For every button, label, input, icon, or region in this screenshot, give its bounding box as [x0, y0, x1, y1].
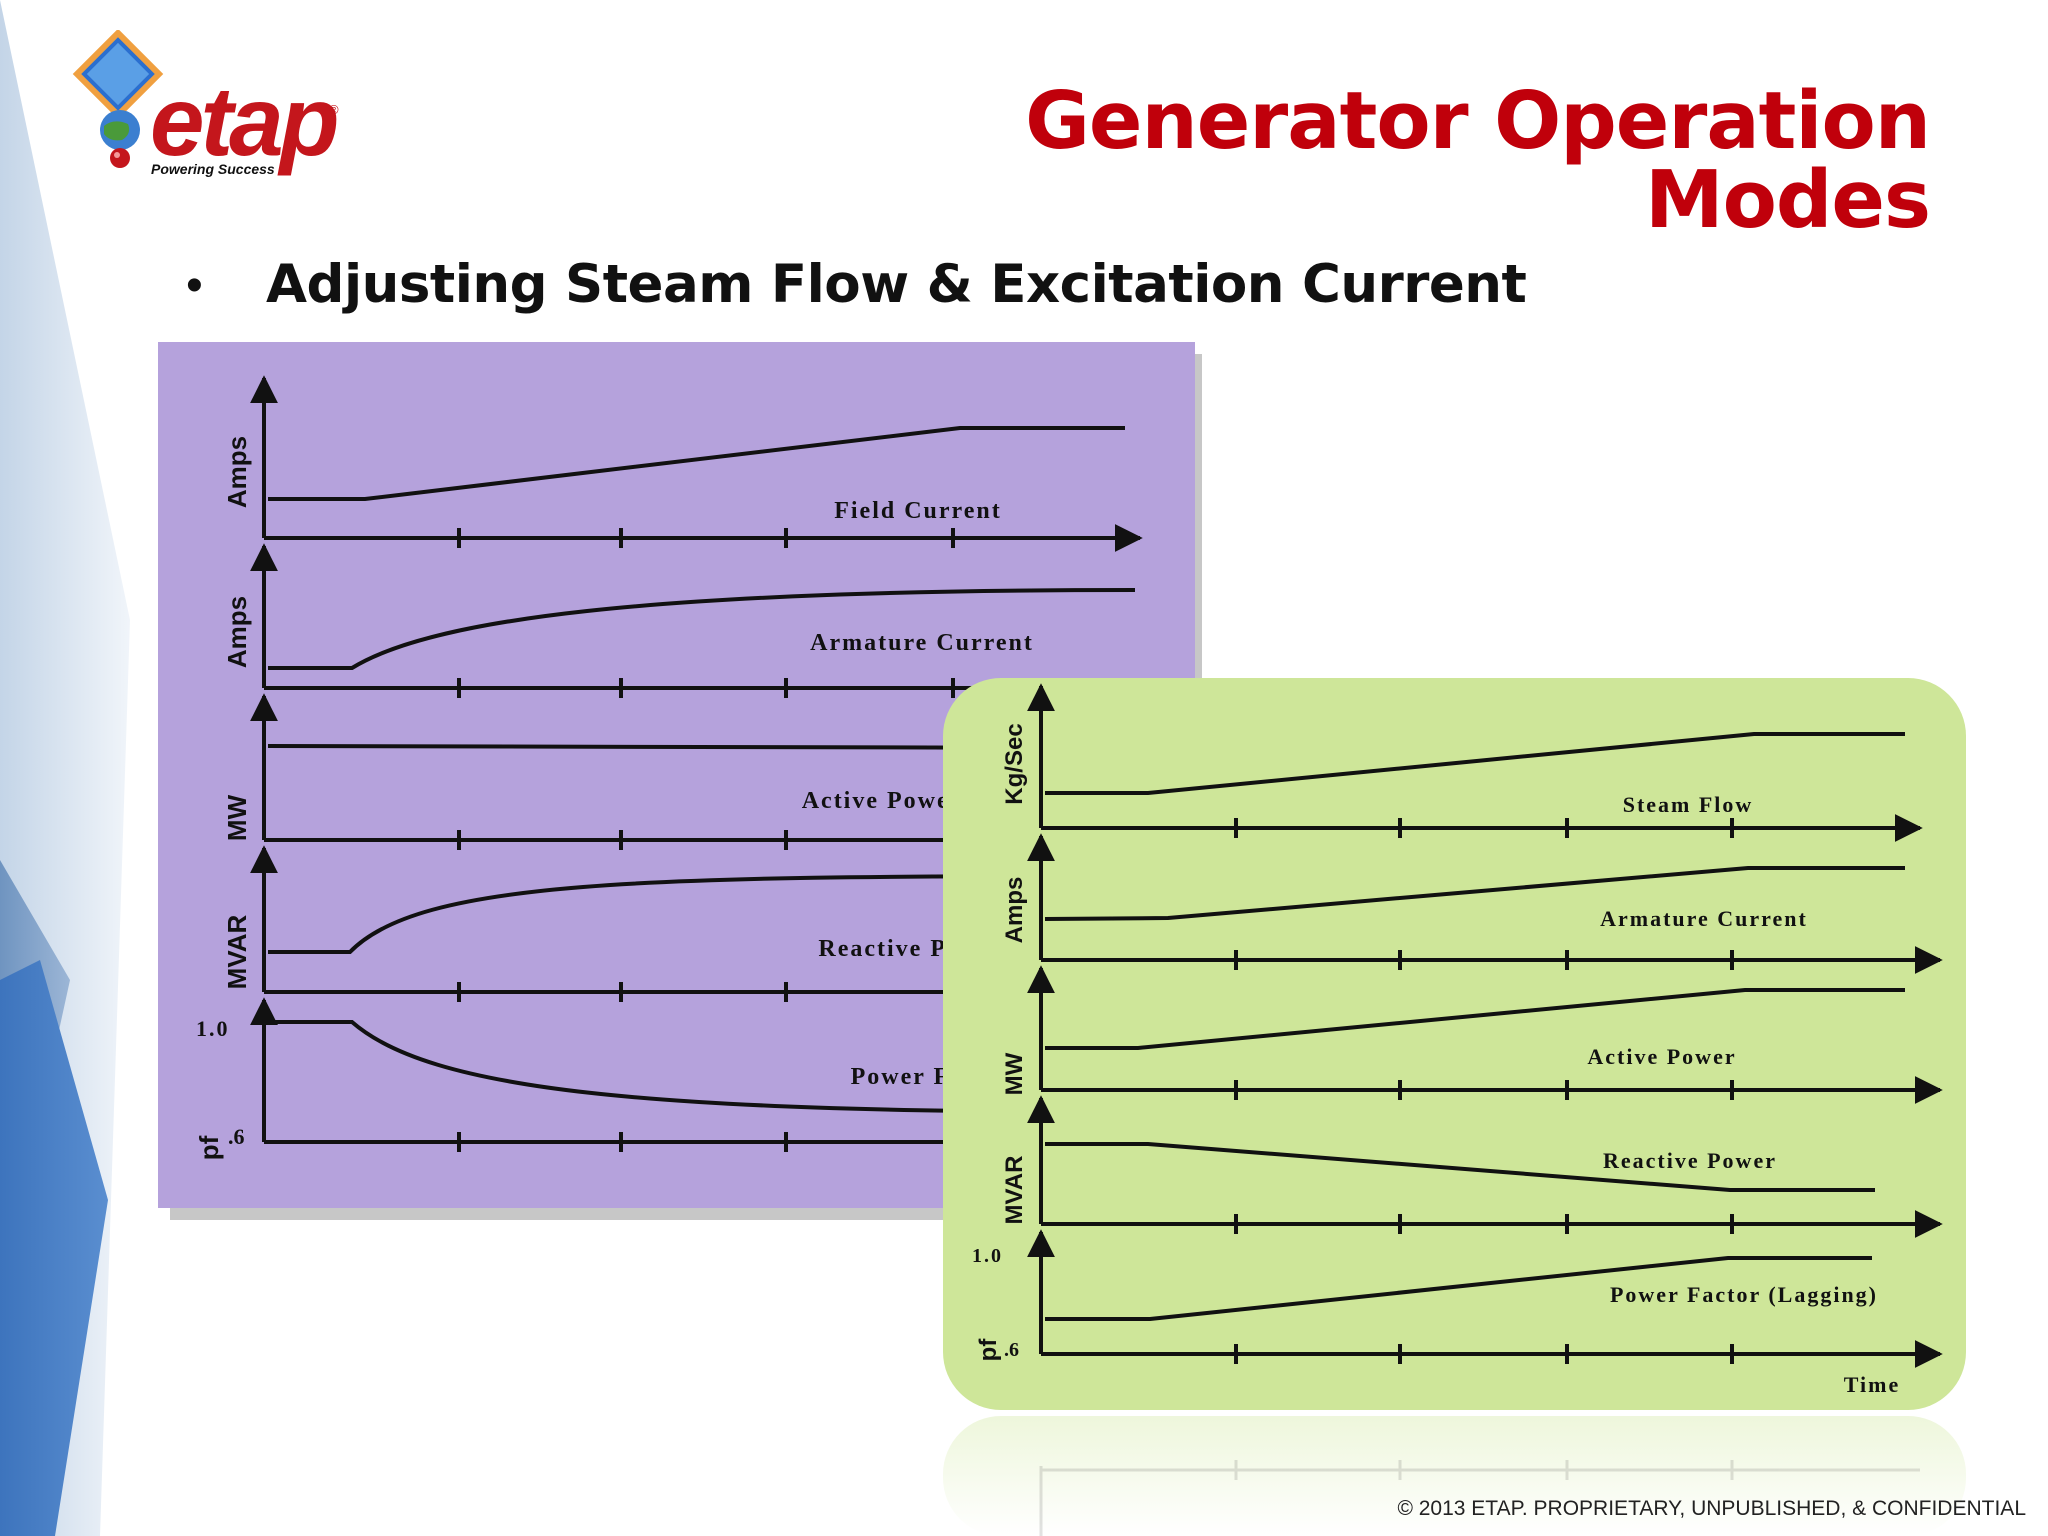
- green-track-steam-flow: Kg/Sec Steam Flow: [1001, 683, 1923, 842]
- purple-curve-power-factor: [268, 1020, 1136, 1114]
- purple-ylabel-1: Amps: [222, 436, 252, 508]
- green-ylabel-1: Kg/Sec: [1001, 723, 1028, 804]
- purple-label-2: Armature Current: [810, 630, 1034, 656]
- purple-ylabel-3: MW: [222, 794, 252, 841]
- logo-registered-mark: ®: [329, 102, 339, 117]
- green-ylabel-4: MVAR: [1001, 1156, 1028, 1225]
- etap-logo-icon: [72, 30, 164, 168]
- purple-curve-armature-current: [268, 588, 1136, 670]
- green-track-reactive-power: MVAR Reactive Power: [1001, 1095, 1943, 1238]
- green-label-2: Armature Current: [1600, 906, 1808, 931]
- purple-label-1: Field Current: [834, 498, 1002, 524]
- purple-ylabel-2: Amps: [222, 596, 252, 668]
- green-label-1: Steam Flow: [1623, 792, 1754, 817]
- purple-tick-top: 1.0: [196, 1016, 230, 1041]
- purple-tick-bottom: .6: [228, 1124, 245, 1149]
- green-xlabel-time: Time: [1844, 1372, 1900, 1397]
- green-curve-armature-current: [1044, 866, 1905, 921]
- green-ylabel-2: Amps: [1001, 877, 1028, 944]
- side-chevron-dark: [0, 960, 108, 1536]
- bullet-text: Adjusting Steam Flow & Excitation Curren…: [266, 254, 1527, 315]
- green-tick-top: 1.0: [972, 1245, 1003, 1267]
- green-panel: Kg/Sec Steam Flow Amps Armature Current …: [943, 678, 1966, 1536]
- slide-title: Generator Operation Modes: [1025, 75, 1931, 246]
- green-track-armature-current: Amps Armature Current: [1001, 833, 1943, 974]
- logo-wordmark: etap: [150, 66, 340, 176]
- green-reflection-strokes: [1039, 1460, 1920, 1536]
- purple-curve-reactive-power: [268, 874, 1136, 954]
- green-curve-power-factor: [1045, 1256, 1872, 1321]
- green-track-power-factor: pf 1.0 .6 Power Factor (Lagging): [972, 1229, 1943, 1368]
- green-curve-active-power: [1045, 988, 1905, 1050]
- green-ylabel-3: MW: [1001, 1052, 1028, 1095]
- green-curve-steam-flow: [1045, 732, 1905, 795]
- purple-curve-field-current: [268, 426, 1125, 501]
- purple-ylabel-4: MVAR: [222, 914, 252, 989]
- green-curve-reactive-power: [1045, 1142, 1875, 1192]
- footer-copyright: © 2013 ETAP. PROPRIETARY, UNPUBLISHED, &…: [1397, 1497, 2026, 1520]
- green-panel-reflection: [943, 1416, 1966, 1536]
- purple-track-field-current: Amps Field Current: [222, 375, 1143, 552]
- green-tick-bottom: .6: [1004, 1339, 1019, 1361]
- green-panel-background: [943, 678, 1966, 1410]
- purple-label-3: Active Power: [802, 788, 963, 814]
- green-label-4: Reactive Power: [1603, 1148, 1777, 1173]
- green-label-3: Active Power: [1587, 1044, 1736, 1069]
- logo-tagline: Powering Success: [151, 161, 275, 177]
- purple-ticks: [457, 528, 955, 1152]
- purple-ylabel-5: pf: [194, 1135, 224, 1160]
- green-label-5: Power Factor (Lagging): [1610, 1282, 1878, 1307]
- green-ticks: [1234, 818, 1734, 1364]
- green-ylabel-5: pf: [975, 1338, 1002, 1362]
- bullet-icon: •: [186, 259, 203, 312]
- green-track-active-power: MW Active Power: [1001, 965, 1943, 1104]
